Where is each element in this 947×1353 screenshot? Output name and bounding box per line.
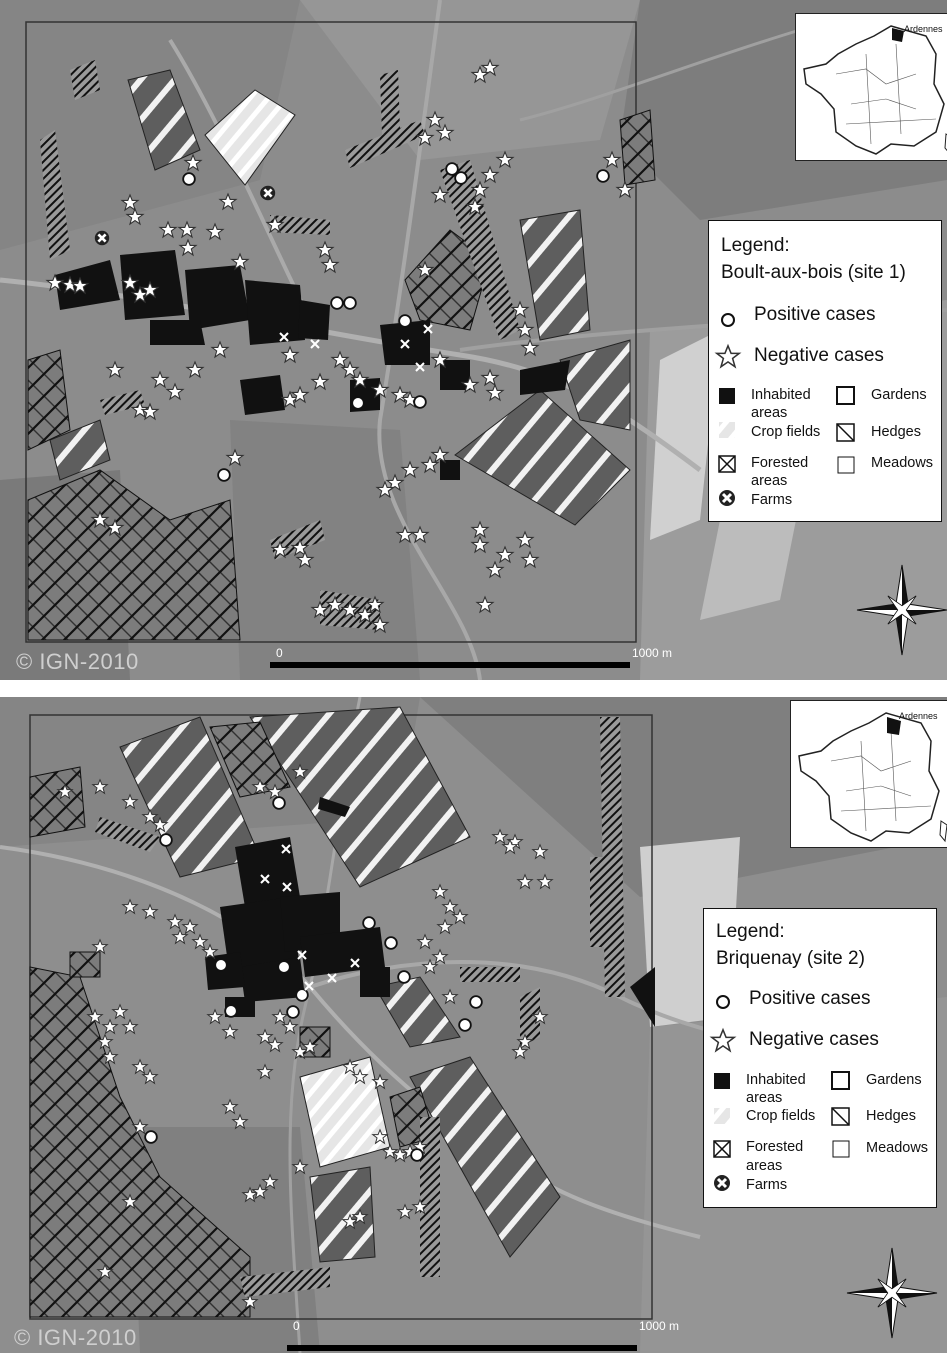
scale-end-label: 1000 m bbox=[639, 1319, 680, 1333]
positive-case-circle bbox=[286, 1005, 300, 1019]
positive-case-circle bbox=[410, 1148, 424, 1162]
legend-title: Legend: bbox=[716, 921, 785, 942]
legend-inhabited-label-2: areas bbox=[751, 405, 788, 421]
france-outline-icon bbox=[798, 712, 947, 843]
inset-dept-label: Ardennes bbox=[899, 711, 938, 721]
legend-inhabited-label: Inhabited bbox=[746, 1072, 806, 1088]
legend-farms-label: Farms bbox=[751, 492, 793, 508]
scale-bar: 0 1000 m bbox=[270, 646, 690, 676]
legend-inhabited-label: Inhabited bbox=[751, 387, 811, 403]
positive-case-circle bbox=[458, 1018, 472, 1032]
legend-forested-label-2: areas bbox=[746, 1158, 783, 1174]
positive-case-circle bbox=[272, 796, 286, 810]
legend-crop-label: Crop fields bbox=[751, 424, 821, 440]
legend-title: Legend: bbox=[721, 235, 790, 256]
positive-case-circle bbox=[144, 1130, 158, 1144]
france-inset-map: Ardennes bbox=[795, 13, 947, 161]
scale-bar: 0 1000 m bbox=[287, 1319, 707, 1353]
france-inset-map: Ardennes bbox=[790, 700, 947, 848]
positive-case-circle bbox=[295, 988, 309, 1002]
positive-case-circle bbox=[330, 296, 344, 310]
positive-case-circle bbox=[182, 172, 196, 186]
scale-end-label: 1000 m bbox=[632, 646, 673, 660]
inset-dept-label: Ardennes bbox=[904, 24, 943, 34]
positive-case-circle bbox=[454, 171, 468, 185]
scale-bar-line bbox=[287, 1345, 637, 1351]
positive-case-circle bbox=[362, 916, 376, 930]
positive-case-circle bbox=[398, 314, 412, 328]
positive-case-circle bbox=[217, 468, 231, 482]
aerial-map-site-1 bbox=[0, 0, 947, 680]
legend-forested-label: Forested bbox=[746, 1139, 804, 1155]
positive-case-circle bbox=[469, 995, 483, 1009]
copyright-label: © IGN-2010 bbox=[16, 649, 139, 674]
positive-case-circle bbox=[351, 396, 365, 410]
map-panel-site-1: Ardennes Legend: Boult-aux-bois (site 1)… bbox=[0, 0, 947, 680]
legend-hedges-label: Hedges bbox=[871, 424, 921, 440]
farm-marker bbox=[93, 229, 111, 247]
legend-hedges-label: Hedges bbox=[866, 1108, 916, 1124]
map-panel-site-2: Ardennes Legend: Briquenay (site 2) Posi… bbox=[0, 697, 947, 1353]
positive-case-circle bbox=[397, 970, 411, 984]
legend-site-name: Briquenay (site 2) bbox=[716, 948, 865, 969]
map-legend: Legend: Briquenay (site 2) Positive case… bbox=[703, 908, 937, 1208]
legend-site-name: Boult-aux-bois (site 1) bbox=[721, 262, 906, 283]
positive-case-circle bbox=[343, 296, 357, 310]
legend-meadows-label: Meadows bbox=[866, 1140, 929, 1156]
legend-forested-label-2: areas bbox=[751, 473, 788, 489]
scale-start-label: 0 bbox=[276, 646, 283, 660]
positive-case-circle bbox=[384, 936, 398, 950]
legend-gardens-label: Gardens bbox=[866, 1072, 922, 1088]
legend-gardens-label: Gardens bbox=[871, 387, 927, 403]
positive-case-circle bbox=[413, 395, 427, 409]
scale-bar-line bbox=[270, 662, 630, 668]
legend-meadows-label: Meadows bbox=[871, 455, 934, 471]
positive-case-circle bbox=[224, 1004, 238, 1018]
positive-case-circle bbox=[445, 162, 459, 176]
legend-positive-label: Positive cases bbox=[749, 988, 871, 1009]
map-legend: Legend: Boult-aux-bois (site 1) Positive… bbox=[708, 220, 942, 522]
positive-case-circle bbox=[596, 169, 610, 183]
legend-negative-label: Negative cases bbox=[749, 1029, 879, 1050]
legend-crop-label: Crop fields bbox=[746, 1108, 816, 1124]
legend-inhabited-label-2: areas bbox=[746, 1090, 783, 1106]
legend-forested-label: Forested bbox=[751, 455, 809, 471]
legend-negative-label: Negative cases bbox=[754, 345, 884, 366]
legend-farms-label: Farms bbox=[746, 1177, 788, 1193]
positive-case-circle bbox=[277, 960, 291, 974]
france-outline-icon bbox=[803, 25, 947, 155]
farm-marker bbox=[259, 184, 277, 202]
positive-case-circle bbox=[214, 958, 228, 972]
scale-start-label: 0 bbox=[293, 1319, 300, 1333]
positive-case-circle bbox=[159, 833, 173, 847]
copyright-label: © IGN-2010 bbox=[14, 1325, 137, 1350]
legend-positive-label: Positive cases bbox=[754, 304, 876, 325]
